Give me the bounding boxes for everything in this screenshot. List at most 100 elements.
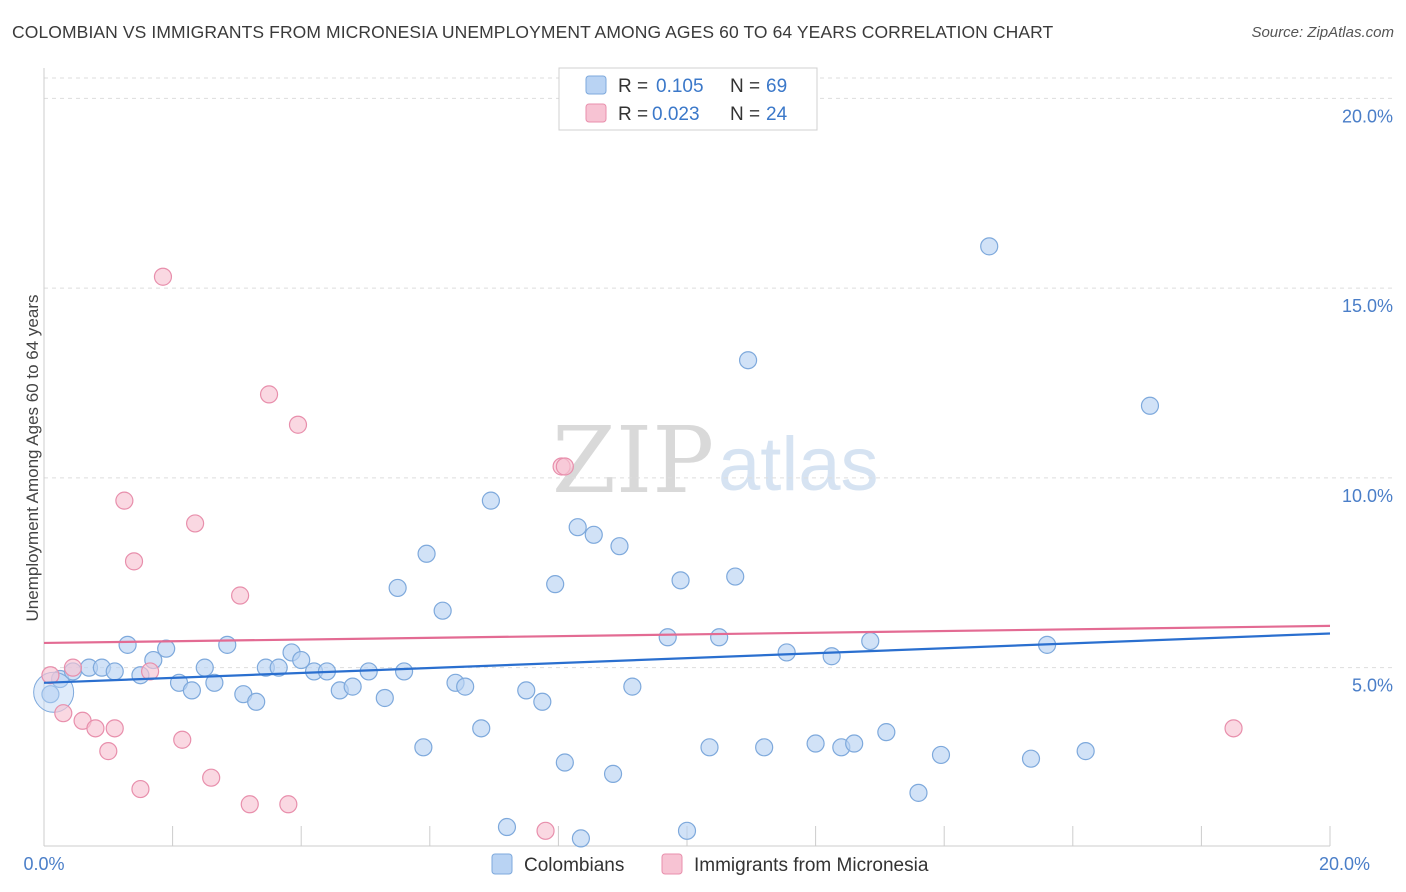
colombian-point [517,681,536,700]
colombian-point [603,764,623,783]
micronesia-point [173,730,192,749]
colombian-point [584,525,603,544]
colombian-point [845,734,864,753]
legend-n-label-2: N = [730,104,760,125]
y-tick-labels: 5.0% 10.0% 15.0% 20.0% [1342,106,1393,695]
series-micronesia-points [41,267,1243,840]
colombian-point [738,351,758,370]
micronesia-point [555,457,574,476]
grid-lines [44,77,1394,669]
micronesia-point [54,704,73,723]
micronesia-point [240,795,259,814]
y-tick-label: 5.0% [1352,676,1393,696]
colombian-point [755,738,774,757]
colombian-point [195,658,214,677]
micronesia-point [105,719,124,738]
trend-lines [43,624,1331,684]
micronesia-point [140,662,160,681]
colombian-point [118,635,137,654]
colombian-point [700,738,719,757]
legend-r-label-1: R = [618,76,648,97]
colombian-point [1076,742,1095,761]
micronesia-trend-line [43,624,1331,645]
colombian-point [726,567,745,586]
chart-source: Source: ZipAtlas.com [1251,24,1394,41]
micronesia-point [99,742,118,761]
micronesia-point [1224,719,1243,738]
y-tick-label: 20.0% [1342,106,1393,126]
colombian-point [247,692,266,711]
colombian-point [877,723,896,742]
colombian-point [671,571,690,590]
legend-r-value-1: 0.105 [656,76,704,97]
colombian-point [931,745,951,765]
colombian-point [610,537,629,556]
micronesia-point [202,768,221,787]
series-colombians-points [33,237,1160,848]
watermark-atlas: atlas [718,422,879,507]
colombian-point [677,821,697,840]
micronesia-point [231,586,250,605]
colombian-point [822,647,841,666]
colombian-point [105,662,124,681]
colombian-point [861,631,880,651]
micronesia-point [41,666,60,685]
colombian-point [205,673,224,692]
colombian-point [980,237,999,256]
colombian-point [182,681,201,700]
colombian-point [1140,396,1160,415]
colombian-point [568,518,587,537]
colombian-point [375,688,394,708]
x-tick-label-min: 0.0% [23,854,64,874]
chart-title: COLOMBIAN VS IMMIGRANTS FROM MICRONESIA … [12,22,1054,42]
colombian-point [658,628,677,647]
y-tick-label: 15.0% [1342,296,1393,316]
colombian-point [472,719,491,738]
colombian-point [41,685,60,704]
legend-r-value-2: 0.023 [652,104,700,125]
colombian-point [806,734,825,753]
micronesia-point [288,415,308,434]
x-tick-label-max: 20.0% [1319,854,1370,874]
micronesia-point [63,658,83,677]
colombian-trend-line [43,632,1331,684]
micronesia-point [536,821,555,840]
bottom-legend-swatch-colombians [491,853,513,875]
colombian-point [292,650,311,670]
micronesia-point [86,719,105,738]
colombian-point [497,817,517,837]
bottom-legend-swatch-micronesia [661,853,683,875]
legend-n-value-2: 24 [766,104,788,125]
micronesia-point [153,267,173,286]
micronesia-point [124,552,144,571]
x-ticks [172,826,1331,846]
colombian-point [388,578,407,598]
legend-swatch-micronesia [585,103,607,123]
colombian-point [218,635,237,654]
colombian-point [623,677,642,696]
colombian-point [909,783,928,802]
colombian-point [555,753,574,772]
bottom-legend-label-micronesia: Immigrants from Micronesia [694,855,929,876]
bottom-legend-label-colombians: Colombians [524,855,624,876]
colombian-point [417,544,436,563]
micronesia-point [115,491,134,510]
micronesia-point [259,385,279,404]
colombian-point [394,662,414,681]
legend-n-value-1: 69 [766,76,787,97]
colombian-point [157,639,176,658]
bottom-legend: Colombians Immigrants from Micronesia [491,853,929,876]
colombian-point [533,692,552,711]
colombian-point [433,601,452,620]
watermark-zip: ZIP [552,407,714,514]
micronesia-point [279,795,298,814]
micronesia-point [131,779,150,799]
legend-n-label-1: N = [730,76,760,97]
colombian-point [269,658,288,677]
colombian-point [1021,749,1041,768]
colombian-point [414,738,433,757]
colombian-point [710,628,729,647]
colombian-point [343,677,362,696]
micronesia-point [186,514,205,533]
